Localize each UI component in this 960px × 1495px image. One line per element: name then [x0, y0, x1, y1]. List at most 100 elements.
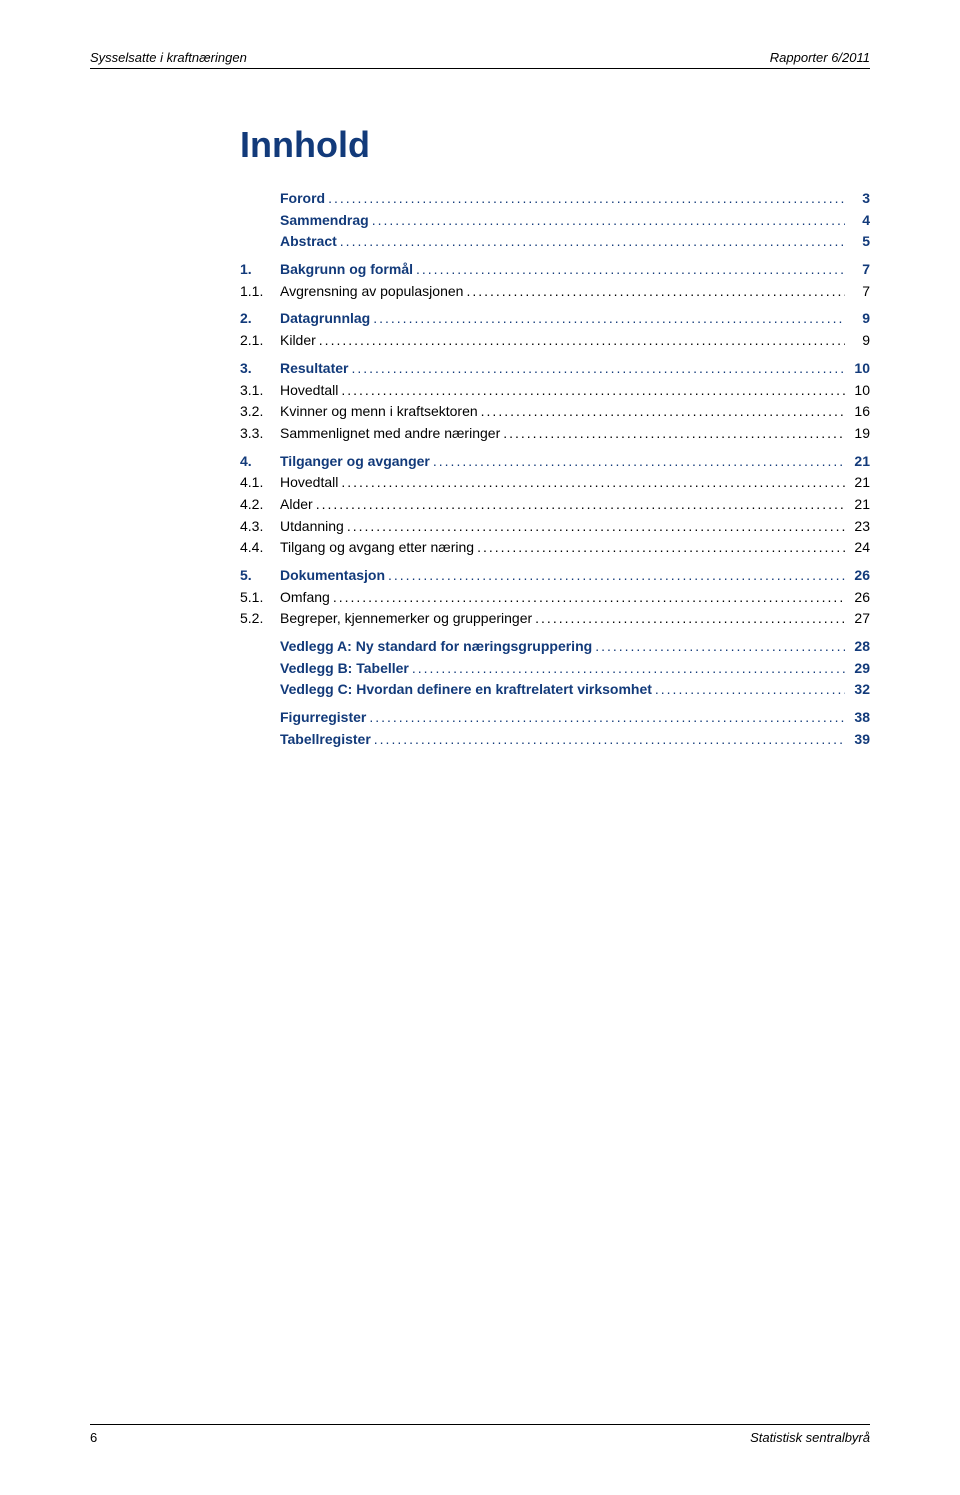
- toc-page-number: 29: [848, 658, 870, 680]
- toc-row: 1.Bakgrunn og formål 7: [240, 259, 870, 281]
- toc-leader-dots: [341, 380, 845, 402]
- toc-leader-dots: [351, 358, 845, 380]
- toc-leader-dots: [503, 423, 845, 445]
- toc-number: 3.2.: [240, 401, 280, 423]
- toc-leader-dots: [369, 707, 845, 729]
- toc-page-number: 21: [848, 472, 870, 494]
- toc-page-number: 39: [848, 729, 870, 751]
- toc-number: 2.1.: [240, 330, 280, 352]
- toc-label: Hovedtall: [280, 380, 338, 402]
- toc-page-number: 7: [848, 281, 870, 303]
- toc-row: Vedlegg B: Tabeller 29: [240, 658, 870, 680]
- toc-row: 2.Datagrunnlag9: [240, 308, 870, 330]
- document-page: Sysselsatte i kraftnæringen Rapporter 6/…: [0, 0, 960, 1495]
- toc-page-number: 19: [848, 423, 870, 445]
- toc-label: Omfang: [280, 587, 330, 609]
- toc-leader-dots: [341, 472, 845, 494]
- toc-page-number: 24: [848, 537, 870, 559]
- toc-leader-dots: [481, 401, 845, 423]
- toc-leader-dots: [655, 679, 845, 701]
- toc-row: 4.3.Utdanning23: [240, 516, 870, 538]
- toc-number: 1.1.: [240, 281, 280, 303]
- toc-number: 4.3.: [240, 516, 280, 538]
- toc-leader-dots: [316, 494, 845, 516]
- toc-row: Figurregister38: [240, 707, 870, 729]
- toc-label: Alder: [280, 494, 313, 516]
- toc-label: Kvinner og menn i kraftsektoren: [280, 401, 478, 423]
- toc-page-number: 16: [848, 401, 870, 423]
- toc-number: 3.3.: [240, 423, 280, 445]
- toc-label: Resultater: [280, 358, 348, 380]
- toc-label: Utdanning: [280, 516, 344, 538]
- toc-label: Bakgrunn og formål: [280, 259, 413, 281]
- toc-row: 3.3.Sammenlignet med andre næringer 19: [240, 423, 870, 445]
- toc-number: 1.: [240, 259, 280, 281]
- toc-label: Vedlegg A: Ny standard for næringsgruppe…: [280, 636, 592, 658]
- toc-number: 4.2.: [240, 494, 280, 516]
- toc-number: 5.: [240, 565, 280, 587]
- toc-page-number: 21: [848, 494, 870, 516]
- table-of-contents: Forord3Sammendrag4Abstract51.Bakgrunn og…: [240, 188, 870, 751]
- toc-row: 5.1.Omfang 26: [240, 587, 870, 609]
- toc-leader-dots: [333, 587, 845, 609]
- toc-number: 4.: [240, 451, 280, 473]
- page-footer: 6 Statistisk sentralbyrå: [90, 1424, 870, 1445]
- header-left-text: Sysselsatte i kraftnæringen: [90, 50, 247, 65]
- page-header: Sysselsatte i kraftnæringen Rapporter 6/…: [90, 50, 870, 69]
- toc-page-number: 3: [848, 188, 870, 210]
- toc-page-number: 26: [848, 587, 870, 609]
- toc-page-number: 26: [848, 565, 870, 587]
- toc-row: 4.4.Tilgang og avgang etter næring24: [240, 537, 870, 559]
- footer-page-number: 6: [90, 1430, 97, 1445]
- toc-number: 3.1.: [240, 380, 280, 402]
- toc-number: 5.2.: [240, 608, 280, 630]
- toc-row: Vedlegg A: Ny standard for næringsgruppe…: [240, 636, 870, 658]
- toc-row: Forord 3: [240, 188, 870, 210]
- toc-leader-dots: [373, 308, 845, 330]
- toc-page-number: 28: [848, 636, 870, 658]
- toc-number: 5.1.: [240, 587, 280, 609]
- toc-number: 4.1.: [240, 472, 280, 494]
- toc-label: Vedlegg B: Tabeller: [280, 658, 409, 680]
- toc-row: Tabellregister39: [240, 729, 870, 751]
- toc-leader-dots: [535, 608, 845, 630]
- toc-label: Sammenlignet med andre næringer: [280, 423, 500, 445]
- toc-label: Forord: [280, 188, 325, 210]
- toc-page-number: 10: [848, 380, 870, 402]
- toc-leader-dots: [595, 636, 845, 658]
- toc-row: Abstract 5: [240, 231, 870, 253]
- toc-label: Hovedtall: [280, 472, 338, 494]
- footer-publisher: Statistisk sentralbyrå: [750, 1430, 870, 1445]
- toc-row: 3.1.Hovedtall 10: [240, 380, 870, 402]
- toc-page-number: 10: [848, 358, 870, 380]
- toc-leader-dots: [466, 281, 845, 303]
- toc-leader-dots: [477, 537, 845, 559]
- toc-page-number: 9: [848, 330, 870, 352]
- toc-row: 3.Resultater 10: [240, 358, 870, 380]
- toc-leader-dots: [374, 729, 845, 751]
- toc-label: Tilganger og avganger: [280, 451, 430, 473]
- toc-label: Abstract: [280, 231, 337, 253]
- toc-row: 4.1.Hovedtall 21: [240, 472, 870, 494]
- toc-leader-dots: [319, 330, 845, 352]
- toc-page-number: 4: [848, 210, 870, 232]
- toc-leader-dots: [388, 565, 845, 587]
- toc-number: 2.: [240, 308, 280, 330]
- toc-leader-dots: [433, 451, 845, 473]
- toc-label: Kilder: [280, 330, 316, 352]
- toc-page-number: 27: [848, 608, 870, 630]
- toc-number: 4.4.: [240, 537, 280, 559]
- toc-leader-dots: [372, 210, 845, 232]
- toc-row: 3.2.Kvinner og menn i kraftsektoren 16: [240, 401, 870, 423]
- toc-label: Dokumentasjon: [280, 565, 385, 587]
- toc-page-number: 5: [848, 231, 870, 253]
- toc-label: Figurregister: [280, 707, 366, 729]
- toc-leader-dots: [412, 658, 845, 680]
- toc-label: Vedlegg C: Hvordan definere en kraftrela…: [280, 679, 652, 701]
- toc-page-number: 7: [848, 259, 870, 281]
- toc-leader-dots: [347, 516, 845, 538]
- toc-number: 3.: [240, 358, 280, 380]
- toc-page-number: 21: [848, 451, 870, 473]
- toc-row: 5.2.Begreper, kjennemerker og gruppering…: [240, 608, 870, 630]
- toc-row: 4.2.Alder 21: [240, 494, 870, 516]
